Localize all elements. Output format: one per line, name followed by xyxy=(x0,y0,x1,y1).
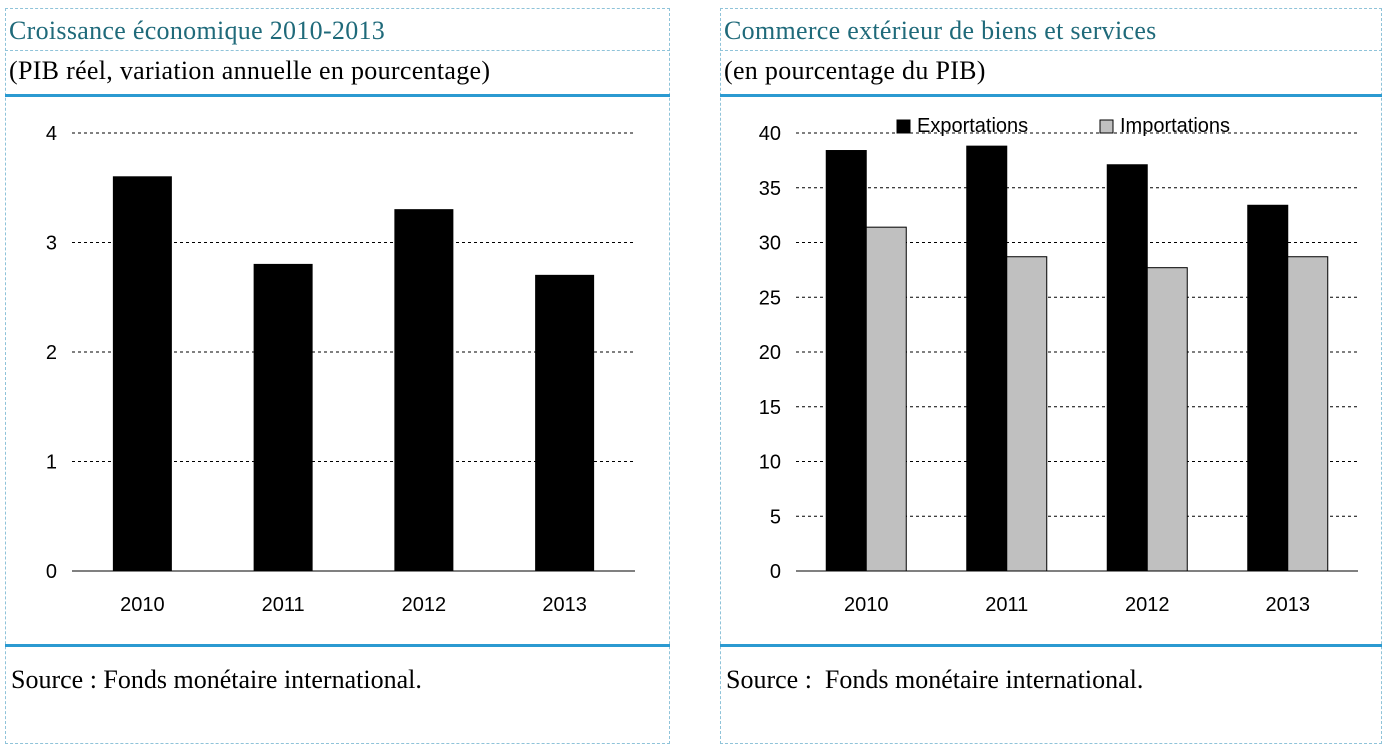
top-rule xyxy=(720,94,1382,97)
y-tick-label: 5 xyxy=(770,506,781,528)
y-tick-label: 10 xyxy=(759,452,781,474)
bottom-rule xyxy=(5,644,670,647)
growth-bar-chart: 0 1 2 3 4 2010 2011 2012 2013 xyxy=(46,123,635,616)
y-tick-label: 30 xyxy=(759,233,781,255)
bar xyxy=(1287,256,1329,572)
x-tick-label: 2013 xyxy=(542,594,587,616)
legend-swatch xyxy=(896,119,911,134)
title-divider xyxy=(5,50,670,51)
bar xyxy=(1006,256,1048,572)
bar xyxy=(535,274,595,572)
legend-swatch xyxy=(1099,119,1114,134)
bar xyxy=(1146,267,1188,572)
panel-border xyxy=(720,8,1382,744)
bar xyxy=(112,176,172,572)
y-tick-label: 40 xyxy=(759,123,781,145)
bar xyxy=(825,150,867,572)
x-tick-label: 2010 xyxy=(120,594,165,616)
y-tick-label: 35 xyxy=(759,178,781,200)
x-tick-label: 2010 xyxy=(844,594,889,616)
y-tick-label: 25 xyxy=(759,287,781,309)
y-tick-label: 15 xyxy=(759,397,781,419)
legend-label: Exportations xyxy=(917,115,1028,137)
bar xyxy=(865,226,907,572)
panel-border xyxy=(5,8,670,744)
chart-title: Croissance économique 2010-2013 xyxy=(9,16,386,45)
source-note: Source : Fonds monétaire international. xyxy=(726,665,1144,694)
legend-label: Importations xyxy=(1120,115,1230,137)
y-tick-label: 4 xyxy=(46,123,57,145)
x-tick-label: 2012 xyxy=(402,594,447,616)
x-tick-label: 2013 xyxy=(1266,594,1311,616)
y-tick-label: 0 xyxy=(46,561,57,583)
bar xyxy=(1247,204,1289,572)
chart-title: Commerce extérieur de biens et services xyxy=(724,16,1157,45)
right-chart-panel: Commerce extérieur de biens et services … xyxy=(720,8,1382,744)
y-tick-label: 0 xyxy=(770,561,781,583)
source-note: Source : Fonds monétaire international. xyxy=(11,665,422,694)
y-tick-label: 2 xyxy=(46,342,57,364)
x-tick-label: 2011 xyxy=(262,594,305,616)
y-tick-label: 3 xyxy=(46,233,57,255)
trade-bar-chart: 0 5 10 15 20 25 30 35 40 2010 2011 2012 2013 Exportat… xyxy=(759,115,1358,616)
title-divider xyxy=(720,50,1382,51)
bar xyxy=(253,263,313,572)
chart-subtitle: (en pourcentage du PIB) xyxy=(724,56,986,85)
y-tick-label: 20 xyxy=(759,342,781,364)
bar xyxy=(1106,164,1148,572)
bar xyxy=(394,209,454,572)
x-tick-label: 2011 xyxy=(985,594,1028,616)
bottom-rule xyxy=(720,644,1382,647)
bar xyxy=(966,145,1008,572)
top-rule xyxy=(5,94,670,97)
y-tick-label: 1 xyxy=(46,452,57,474)
chart-subtitle: (PIB réel, variation annuelle en pourcen… xyxy=(9,56,491,85)
x-tick-label: 2012 xyxy=(1125,594,1170,616)
left-chart-panel: Croissance économique 2010-2013 (PIB rée… xyxy=(5,8,670,744)
